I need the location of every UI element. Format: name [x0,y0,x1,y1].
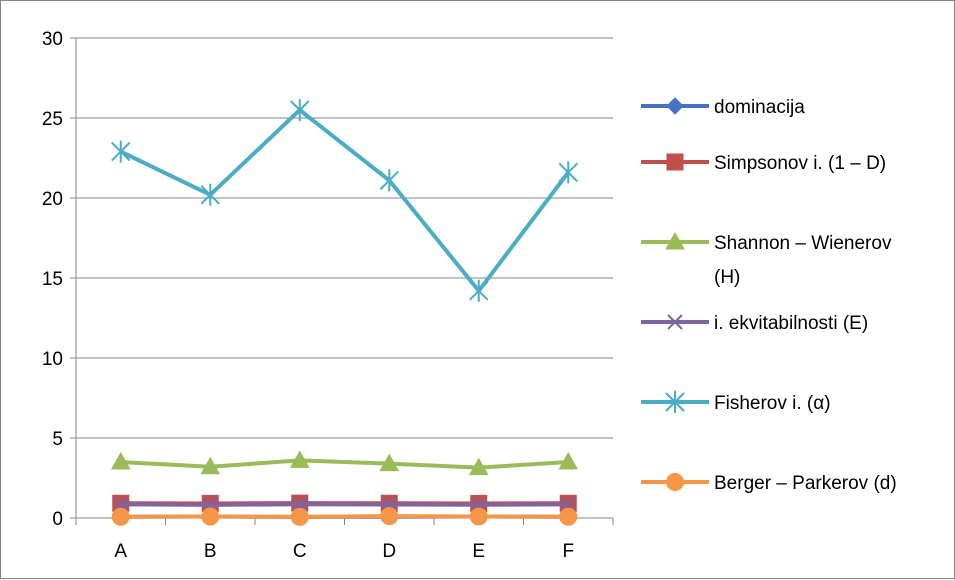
series-line [121,460,569,467]
x-tick-label: D [382,541,396,562]
data-point [291,508,308,525]
legend-label: Fisherov i. (α) [714,393,831,414]
legend-label-line: (H) [714,267,740,288]
series-3 [112,451,578,474]
y-tick-label: 5 [52,429,63,450]
data-point [560,508,577,525]
data-point [470,280,488,302]
legend-label-line: dominacija [714,97,805,118]
legend-item-5: Fisherov i. (α) [641,391,831,414]
legend-label: dominacija [714,97,805,118]
data-point [470,508,487,525]
x-tick-label: E [472,541,485,562]
x-tick-label: A [114,541,127,562]
y-tick-label: 20 [42,189,63,210]
legend-item-3: Shannon – Wienerov (H) [641,233,892,288]
series-line [121,110,569,291]
data-point [201,184,219,206]
legend-label-line: i. ekvitabilnosti (E) [714,313,868,334]
legend-item-6: Berger – Parkerov (d) [641,473,897,494]
x-tick-label: F [562,541,574,562]
y-tick-label: 10 [42,349,63,370]
y-tick-label: 25 [42,109,63,130]
y-tick-label: 15 [42,269,63,290]
legend-item-2: Simpsonov i. (1 – D) [641,153,886,174]
legend-marker [667,98,683,114]
legend-label-line: Shannon – Wienerov [714,233,892,254]
series-5 [112,99,578,302]
data-point [291,99,309,121]
legend-label: Shannon – Wienerov (H) [714,233,892,288]
series-line [121,504,569,505]
series-4 [114,497,576,512]
legend-marker [667,154,683,170]
series-line [121,516,569,517]
legend-label: i. ekvitabilnosti (E) [714,313,868,334]
legend-label: Simpsonov i. (1 – D) [714,153,886,174]
data-point [381,508,398,525]
legend-item-4: i. ekvitabilnosti (E) [641,313,868,334]
x-tick-label: B [204,541,217,562]
y-tick-label: 30 [42,29,63,50]
legend-marker [667,474,684,491]
legend-label-line: Simpsonov i. (1 – D) [714,153,886,174]
data-point [112,508,129,525]
data-point [559,161,577,183]
data-point [380,169,398,191]
legend-label-line: Berger – Parkerov (d) [714,473,897,494]
legend-item-1: dominacija [641,97,805,118]
data-point [202,508,219,525]
data-point [112,141,130,163]
x-tick-label: C [293,541,307,562]
legend-label: Berger – Parkerov (d) [714,473,897,494]
y-tick-label: 0 [52,509,63,530]
legend-label-line: Fisherov i. (α) [714,393,831,414]
